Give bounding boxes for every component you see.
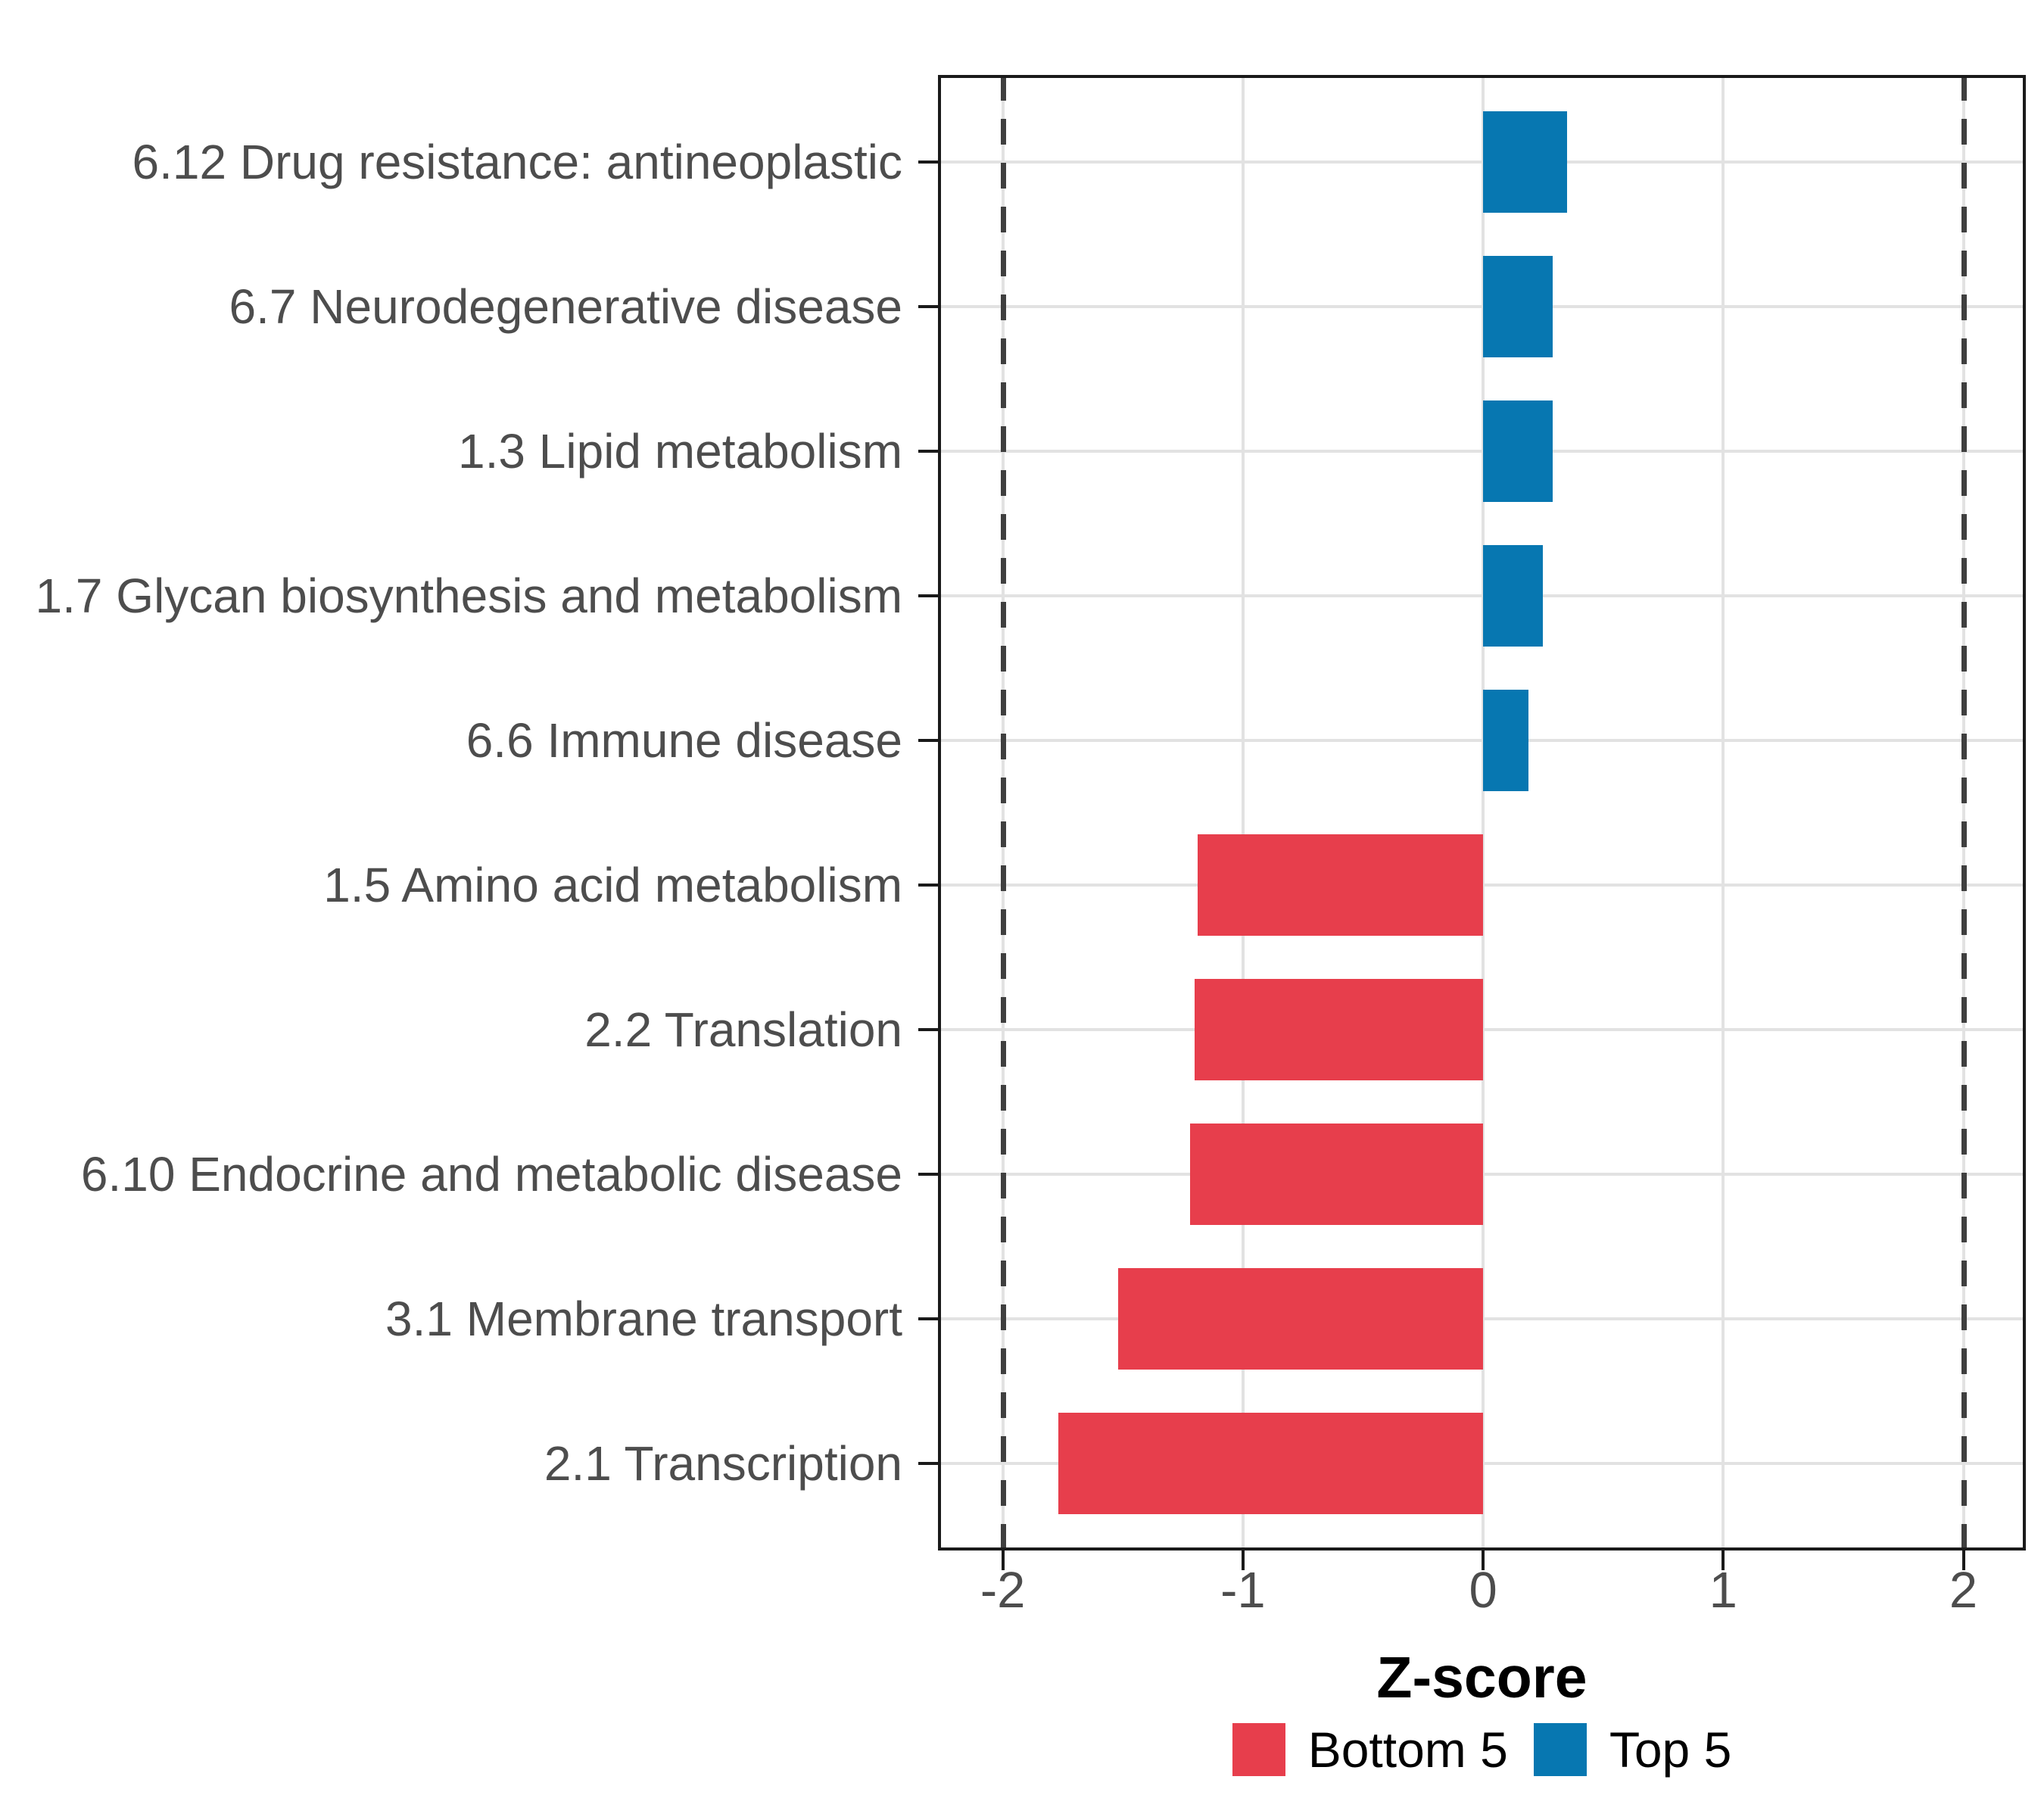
legend-swatch-bottom5	[1232, 1723, 1285, 1776]
major-gridline-vertical	[1241, 75, 1245, 1551]
legend: Bottom 5 Top 5	[938, 1723, 2026, 1776]
category-label: 6.10 Endocrine and metabolic disease	[80, 1147, 902, 1202]
x-axis-tick-label: 0	[1469, 1562, 1497, 1619]
major-gridline-vertical	[1482, 75, 1485, 1551]
x-axis-tick-label: 1	[1709, 1562, 1737, 1619]
x-axis-tick	[1241, 1551, 1245, 1570]
reference-dashed-line	[1000, 75, 1006, 1551]
y-axis-tick	[918, 738, 938, 742]
category-label: 6.7 Neurodegenerative disease	[229, 279, 903, 334]
category-label: 1.7 Glycan biosynthesis and metabolism	[35, 568, 902, 623]
x-axis-tick	[1001, 1551, 1005, 1570]
bar	[1190, 1124, 1484, 1226]
legend-item-bottom5: Bottom 5	[1232, 1723, 1508, 1776]
category-label: 6.6 Immune disease	[466, 712, 902, 768]
category-label: 1.3 Lipid metabolism	[458, 423, 902, 478]
y-axis-tick	[918, 449, 938, 453]
y-axis-tick	[918, 1028, 938, 1032]
bar	[1058, 1413, 1484, 1515]
x-axis-tick-label: -2	[980, 1562, 1026, 1619]
plot-panel	[938, 75, 2026, 1551]
bar	[1195, 979, 1484, 1080]
category-label: 2.2 Translation	[584, 1002, 902, 1058]
bar	[1197, 834, 1484, 936]
bar	[1483, 545, 1544, 647]
category-label: 3.1 Membrane transport	[385, 1292, 902, 1347]
reference-dashed-line	[1961, 75, 1967, 1551]
bar	[1483, 690, 1529, 791]
legend-swatch-top5	[1533, 1723, 1587, 1776]
x-axis-title: Z-score	[1376, 1645, 1588, 1710]
bar	[1117, 1268, 1484, 1370]
x-axis-tick	[1722, 1551, 1725, 1570]
legend-label-bottom5: Bottom 5	[1307, 1722, 1508, 1778]
x-axis-tick-label: 2	[1949, 1562, 1978, 1619]
bar	[1483, 255, 1553, 357]
category-label: 6.12 Drug resistance: antineoplastic	[132, 134, 902, 189]
y-axis-tick	[918, 884, 938, 887]
category-label: 2.1 Transcription	[544, 1436, 902, 1491]
legend-item-top5: Top 5	[1533, 1722, 1732, 1778]
x-axis-tick	[1482, 1551, 1485, 1570]
bar	[1483, 111, 1568, 213]
y-axis-tick	[918, 304, 938, 308]
y-axis-tick	[918, 160, 938, 164]
major-gridline-vertical	[1722, 75, 1725, 1551]
category-label: 1.5 Amino acid metabolism	[323, 858, 902, 913]
y-axis-tick	[918, 1317, 938, 1321]
y-axis-tick	[918, 594, 938, 597]
legend-label-top5: Top 5	[1609, 1722, 1732, 1778]
bar	[1483, 400, 1553, 502]
x-axis-tick	[1961, 1551, 1965, 1570]
y-axis-tick	[918, 1462, 938, 1466]
x-axis-tick-label: -1	[1220, 1562, 1266, 1619]
y-axis-tick	[918, 1173, 938, 1177]
